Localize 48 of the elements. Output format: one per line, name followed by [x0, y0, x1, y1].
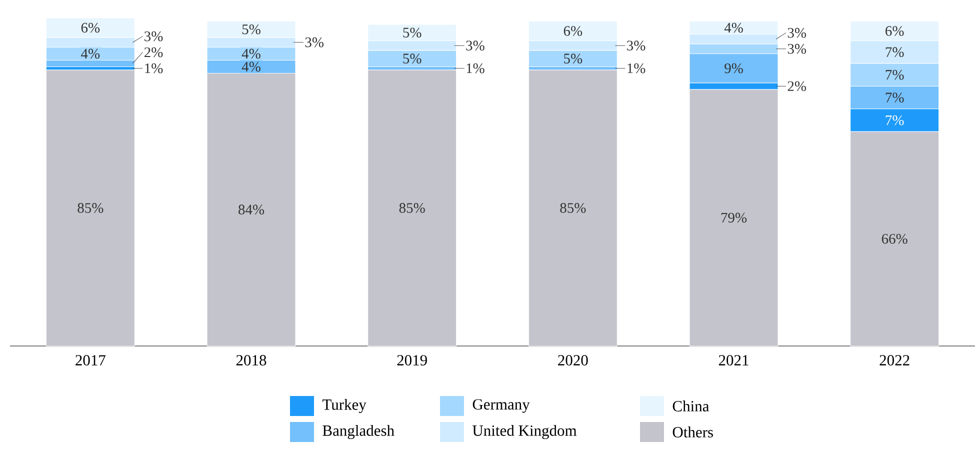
data-label: 7% — [886, 70, 904, 80]
data-label: 2% — [788, 81, 806, 92]
x-tick-label: 2018 — [236, 355, 266, 366]
data-label: 79% — [721, 212, 747, 223]
data-label: 3% — [788, 28, 806, 38]
data-label: 3% — [305, 37, 324, 48]
data-label: 84% — [238, 204, 264, 215]
data-label: 1% — [466, 63, 484, 74]
legend-label: Bangladesh — [322, 424, 394, 440]
data-label: 6% — [564, 26, 582, 36]
data-label: 1% — [145, 63, 163, 74]
data-label: 5% — [403, 28, 422, 38]
data-label: 1% — [628, 63, 646, 74]
data-label: 7% — [886, 47, 904, 58]
data-label: 85% — [560, 203, 586, 213]
data-label: 4% — [242, 62, 260, 72]
legend-label: Turkey — [322, 398, 366, 414]
x-tick-label: 2017 — [76, 355, 106, 366]
data-label: 3% — [788, 44, 806, 54]
legend-label: United Kingdom — [472, 424, 577, 440]
x-tick-label: 2020 — [558, 355, 588, 366]
data-label: 4% — [724, 22, 743, 33]
data-label: 5% — [242, 24, 260, 34]
x-tick-label: 2021 — [718, 355, 748, 366]
data-label: 5% — [564, 54, 582, 64]
data-label: 7% — [886, 115, 904, 126]
data-label: 66% — [882, 234, 908, 244]
data-label: 7% — [886, 92, 904, 102]
data-label: 6% — [81, 22, 100, 33]
data-label: 85% — [78, 203, 104, 213]
data-label: 3% — [466, 40, 484, 51]
bar — [528, 70, 618, 346]
bar — [46, 70, 135, 346]
data-label: 5% — [403, 54, 422, 64]
data-label: 3% — [627, 40, 646, 51]
data-label: 4% — [81, 48, 100, 59]
x-tick-label: 2019 — [397, 355, 427, 366]
data-label: 9% — [724, 63, 743, 74]
data-label: 85% — [399, 203, 425, 213]
data-label: 2% — [144, 47, 163, 58]
legend-label: China — [672, 400, 710, 412]
x-tick-label: 2022 — [880, 355, 910, 366]
bar — [368, 70, 457, 346]
legend-label: Germany — [472, 399, 530, 413]
data-label: 4% — [242, 48, 260, 59]
legend-label: Others — [672, 426, 713, 438]
data-label: 3% — [144, 31, 163, 42]
data-label: 6% — [886, 26, 904, 36]
